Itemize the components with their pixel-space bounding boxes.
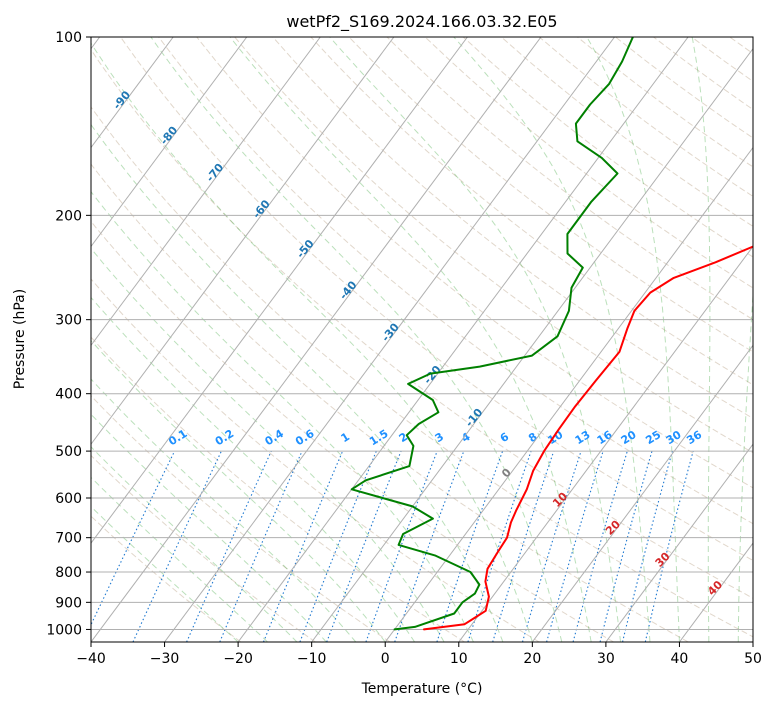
mixing-ratio-line — [186, 450, 272, 642]
dry-adiabat — [424, 37, 753, 289]
y-tick-label: 500 — [55, 444, 82, 460]
y-axis: 100 200 300 400 500 600 700 800 900 1000 — [46, 30, 91, 638]
y-tick-label: 600 — [55, 491, 82, 507]
isotherm-line — [91, 37, 542, 642]
isotherm-line — [237, 37, 689, 642]
profile-series — [350, 37, 753, 631]
moist-adiabat — [91, 446, 298, 642]
moist-adiabat — [91, 296, 416, 642]
y-tick-label: 1000 — [46, 622, 82, 638]
y-tick-label: 900 — [55, 595, 82, 611]
moist-adiabats — [91, 37, 753, 642]
mixing-ratio-line — [365, 450, 438, 642]
dry-adiabat — [91, 163, 689, 642]
moist-adiabat — [91, 505, 239, 642]
y-axis-label: Pressure (hPa) — [12, 289, 28, 389]
moist-adiabat — [229, 37, 592, 642]
moist-adiabat — [329, 37, 622, 642]
moist-adiabat — [91, 339, 386, 642]
isotherm-line — [91, 37, 395, 446]
isotherm-line — [605, 443, 753, 642]
y-tick-label: 700 — [55, 531, 82, 547]
dry-adiabat — [348, 37, 753, 353]
dry-adiabat — [91, 395, 391, 642]
isotherm-line — [91, 37, 248, 248]
isotherm-line — [531, 344, 753, 642]
mixing-ratio-line — [492, 450, 555, 642]
isotherm-line — [311, 47, 753, 642]
isotherm-line — [91, 37, 174, 149]
x-tick-label: 20 — [523, 651, 541, 667]
mixing-ratio-line — [326, 450, 402, 642]
moist-adiabat — [91, 42, 533, 642]
dry-adiabat — [91, 336, 465, 642]
isotherm-line — [91, 37, 321, 347]
isotherm-line — [458, 245, 753, 642]
isotherm-line — [164, 37, 615, 642]
moist-adiabat — [737, 287, 753, 642]
x-tick-label: −30 — [150, 651, 180, 667]
y-tick-label: 400 — [55, 387, 82, 403]
mixing-ratio-line — [262, 450, 344, 642]
moist-adiabat — [91, 413, 327, 642]
moist-adiabat — [586, 37, 680, 642]
y-tick-label: 800 — [55, 565, 82, 581]
mixing-ratio-line — [622, 450, 674, 642]
mixing-ratio-line — [436, 450, 504, 642]
moist-adiabat — [91, 123, 504, 642]
isotherm-label: -100 — [60, 51, 88, 81]
mixing-ratio-line — [521, 450, 582, 642]
mixing-ratio-line — [546, 450, 604, 642]
moist-adiabat — [691, 37, 711, 642]
x-tick-label: −40 — [76, 651, 106, 667]
x-tick-label: 10 — [450, 651, 468, 667]
dry-adiabat — [120, 37, 753, 562]
x-axis-label: Temperature (°C) — [361, 681, 483, 697]
x-tick-label: 50 — [744, 651, 762, 667]
mixing-ratio-line — [599, 450, 653, 642]
moist-adiabat — [453, 37, 651, 642]
y-tick-label: 300 — [55, 313, 82, 329]
plot-area: 0.1 0.2 0.4 0.6 1 1.5 2 3 4 6 8 10 13 16 20 25 30 36 -100… — [60, 37, 753, 642]
isotherm-line — [752, 641, 753, 642]
dry-adiabat — [91, 515, 242, 642]
x-tick-label: −10 — [297, 651, 327, 667]
x-tick-label: 30 — [597, 651, 615, 667]
dry-adiabat — [234, 37, 753, 454]
dry-adiabat — [158, 37, 753, 525]
temperature-line — [423, 245, 753, 631]
mixing-ratio-line — [572, 450, 628, 642]
plot-background — [91, 37, 753, 642]
x-tick-label: 40 — [671, 651, 689, 667]
mixing-ratio-line — [299, 450, 377, 642]
moist-adiabat — [91, 476, 268, 642]
dry-adiabat — [91, 278, 540, 642]
dry-adiabat — [91, 48, 753, 599]
mixing-ratio-line — [219, 450, 303, 642]
dry-adiabat — [272, 37, 753, 419]
dry-adiabats — [91, 37, 753, 642]
x-tick-label: 0 — [381, 651, 390, 667]
moist-adiabat — [150, 37, 563, 642]
plot-frame — [90, 36, 754, 643]
y-tick-label: 200 — [55, 208, 82, 224]
dry-adiabat — [196, 37, 753, 489]
dry-adiabat — [91, 106, 753, 638]
chart-title: wetPf2_S169.2024.166.03.32.E05 — [286, 12, 557, 32]
x-axis: −40 −30 −20 −10 0 10 20 30 40 50 — [76, 642, 762, 667]
isotherm-line — [384, 146, 753, 642]
dewpoint-line — [350, 37, 634, 631]
isotherm-line — [91, 37, 468, 544]
skewed-isotherms — [91, 37, 753, 642]
x-tick-label: −20 — [223, 651, 253, 667]
dry-adiabat — [91, 454, 316, 642]
y-tick-label: 100 — [55, 30, 82, 46]
dry-adiabat — [91, 220, 614, 642]
